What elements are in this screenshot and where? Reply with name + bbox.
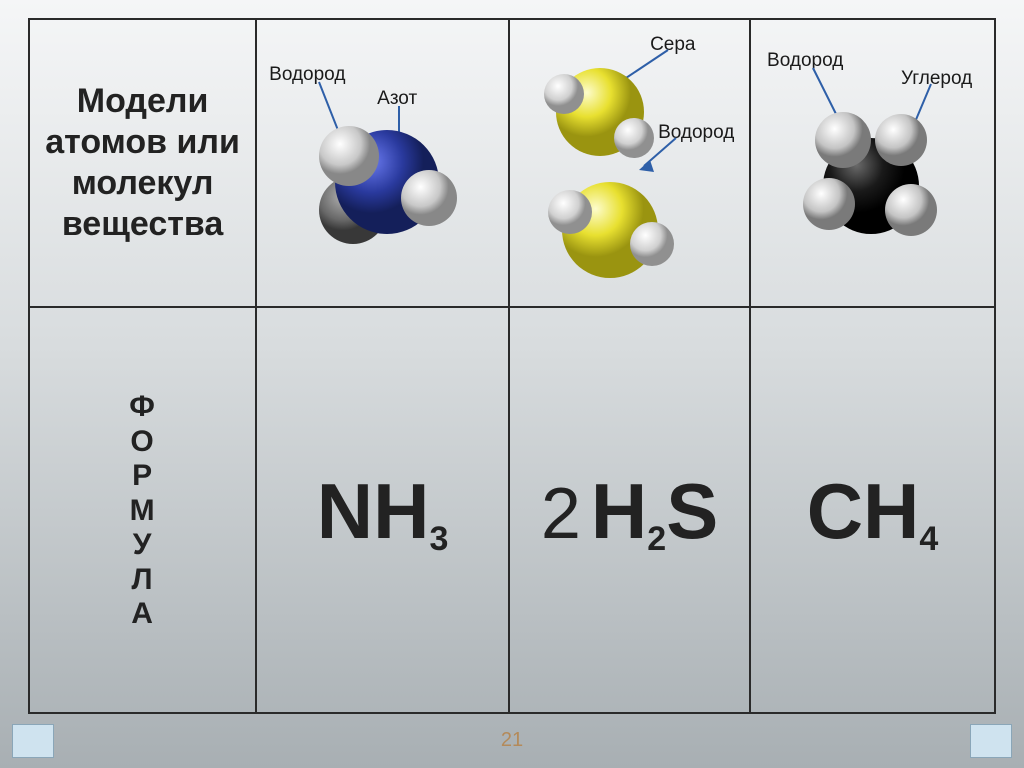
h2s-main1: H	[591, 467, 647, 555]
chemistry-table: Модели атомов или молекул вещества Водор…	[28, 18, 996, 714]
h2s-sub: 2	[647, 520, 666, 558]
models-row: Модели атомов или молекул вещества Водор…	[30, 20, 994, 308]
formula-h2s-cell: 2H2S	[510, 308, 751, 714]
formula-ch4: CH4	[807, 466, 939, 557]
h2s-molecule-svg	[510, 20, 752, 308]
formula-h2s: 2H2S	[541, 466, 718, 557]
nh3-molecule-svg	[257, 20, 511, 308]
header-models-text: Модели атомов или молекул вещества	[42, 81, 243, 244]
ch4-molecule-svg	[751, 20, 995, 308]
molecule-h2s-cell: Сера Водород	[510, 20, 751, 306]
h2s-coef: 2	[541, 474, 581, 554]
nh3-sub: 3	[429, 520, 448, 558]
header-formula-text: ФОРМУЛА	[129, 390, 156, 632]
formula-row: ФОРМУЛА NH3 2H2S CH4	[30, 308, 994, 714]
ch4-main: CH	[807, 467, 920, 555]
header-models: Модели атомов или молекул вещества	[30, 20, 257, 306]
page-number: 21	[501, 729, 523, 752]
ch4-sub: 4	[919, 520, 938, 558]
molecule-ch4-cell: Водород Углерод	[751, 20, 994, 306]
next-button[interactable]	[970, 724, 1012, 758]
molecule-nh3-cell: Водород Азот	[257, 20, 510, 306]
nh3-main: NH	[317, 467, 430, 555]
formula-nh3-cell: NH3	[257, 308, 510, 714]
h2s-main2: S	[666, 467, 718, 555]
header-formula: ФОРМУЛА	[30, 308, 257, 714]
formula-nh3: NH3	[317, 466, 449, 557]
formula-ch4-cell: CH4	[751, 308, 994, 714]
prev-button[interactable]	[12, 724, 54, 758]
